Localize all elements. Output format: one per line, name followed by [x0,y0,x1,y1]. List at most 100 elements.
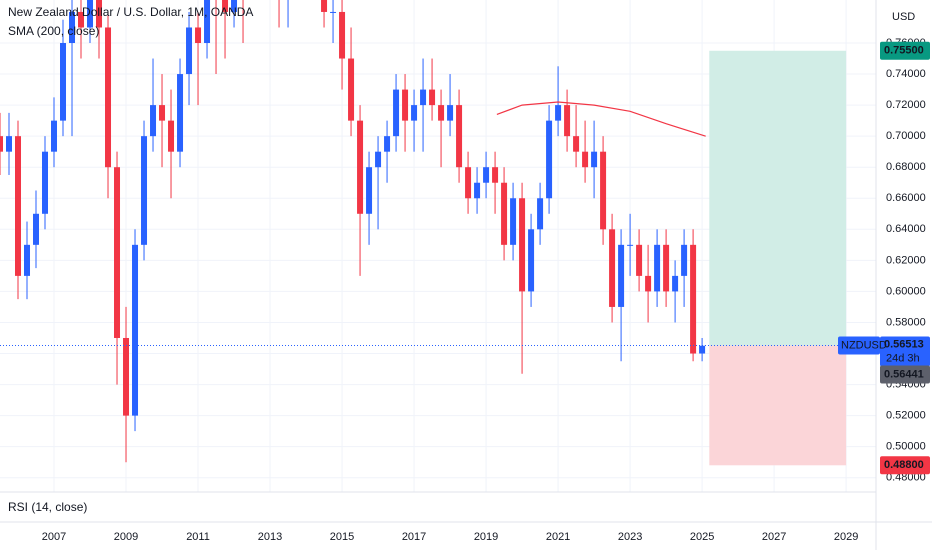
candle-body [555,105,562,121]
candle-body [537,198,544,230]
candle-body [114,167,121,338]
candle-body [321,0,328,12]
x-tick-label: 2015 [330,531,354,543]
y-tick-label: 0.72000 [886,99,926,111]
candle-body [474,182,481,199]
prev-close-label: 0.56441 [884,368,924,380]
candle-body [132,244,139,416]
candle-body [492,167,499,183]
candle-body [573,136,580,152]
countdown-label: 24d 3h [886,352,920,364]
candle-body [546,120,553,199]
candle-body [384,136,391,152]
candle-body [357,120,364,214]
candle-body [330,11,337,13]
x-tick-label: 2007 [42,531,66,543]
x-tick-label: 2027 [762,531,786,543]
candle-body [600,151,607,230]
candle-body [699,345,706,354]
candle-body [510,198,517,245]
x-tick-label: 2017 [402,531,426,543]
prev-close-bg [880,365,930,384]
candle-body [231,0,238,12]
candle-body [420,89,427,106]
candle-body [375,151,382,168]
candle-body [339,11,346,59]
candle-body [150,105,157,137]
candle-body [186,27,193,75]
y-tick-label: 0.50000 [886,441,926,453]
currency-label: USD [892,11,915,23]
y-tick-label: 0.64000 [886,223,926,235]
candle-body [168,120,175,152]
candle-body [24,244,31,276]
y-tick-label: 0.58000 [886,316,926,328]
candle-body [456,105,463,168]
candle-body [672,275,679,292]
loss-zone [709,345,847,466]
candle-body [222,0,229,12]
candle-body [159,105,166,121]
candle-body [15,136,22,276]
indicator-label: SMA (200, close) [8,24,99,38]
candle-body [438,105,445,121]
target-label: 0.75500 [884,45,924,57]
axis-layer: 0.480000.500000.520000.540000.560000.580… [42,37,930,543]
y-tick-label: 0.68000 [886,161,926,173]
candle-body [528,229,535,292]
x-tick-label: 2009 [114,531,138,543]
y-tick-label: 0.74000 [886,68,926,80]
candle-body [402,89,409,121]
candle-body [177,74,184,152]
symbol-bg [838,336,880,355]
candle-body [627,244,634,246]
rsi-label: RSI (14, close) [8,500,87,514]
y-tick-label: 0.52000 [886,410,926,422]
candle-body [582,151,589,168]
x-tick-label: 2021 [546,531,570,543]
sma-line [496,101,706,137]
candle-body [87,0,94,28]
candle-body [681,244,688,276]
candle-body [591,151,598,168]
candle-body [654,244,661,292]
candle-body [411,105,418,121]
candle-body [141,136,148,245]
profit-zone [709,50,847,346]
x-tick-label: 2029 [834,531,858,543]
symbol-label: NZDUSD [841,339,887,351]
stop-label-bg [880,456,930,475]
candle-body [645,275,652,292]
candle-body [636,244,643,276]
candle-body [366,167,373,214]
last-price-label: 0.56513 [884,338,924,350]
candle-body [33,213,40,245]
candle-body [519,198,526,292]
candle-body [501,182,508,245]
last-price-bg [880,336,930,367]
x-tick-label: 2023 [618,531,642,543]
y-tick-label: 0.70000 [886,130,926,142]
candle-body [60,43,67,121]
candle-body [105,27,112,168]
candle-body [618,244,625,307]
candle-body [6,136,13,152]
candle-body [0,136,3,152]
x-tick-label: 2013 [258,531,282,543]
x-tick-label: 2011 [186,531,210,543]
y-tick-label: 0.66000 [886,192,926,204]
candle-body [663,244,670,292]
candle-body [465,167,472,199]
candle-body [393,89,400,137]
candle-body [348,58,355,121]
candle-body [42,151,49,214]
candle-body [429,89,436,106]
candle-body [51,120,58,152]
candle-body [123,337,130,416]
plot-area [0,0,876,466]
candle-body [204,0,211,44]
candle-body [195,27,202,44]
stop-label: 0.48800 [884,459,924,471]
